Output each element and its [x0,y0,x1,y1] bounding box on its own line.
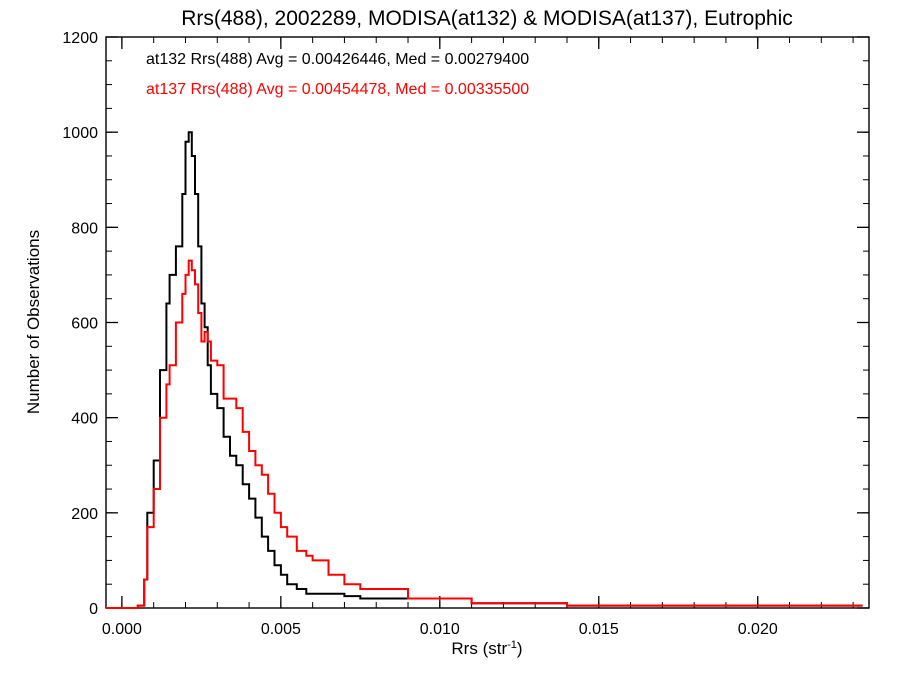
series-line-at137 [106,259,863,609]
legend-entry-at132: at132 Rrs(488) Avg = 0.00426446, Med = 0… [146,51,529,68]
x-tick-label: 0.005 [261,621,301,638]
x-tick-label: 0.015 [579,621,619,638]
y-tick-label: 600 [71,316,98,333]
x-axis-label-close: ) [517,639,523,658]
series-line-at132 [106,131,863,609]
x-tick-label: 0.000 [102,621,142,638]
plot-frame [105,36,870,609]
x-axis-label-base: Rrs (str [451,639,507,658]
x-axis-label: Rrs (str-1) [451,639,522,658]
y-tick-label: 800 [71,220,98,237]
y-tick-label: 0 [89,601,98,618]
legend-annotations: at132 Rrs(488) Avg = 0.00426446, Med = 0… [146,51,529,98]
x-axis-label-superscript: -1 [507,639,517,651]
y-tick-label: 200 [71,506,98,523]
series-layer [106,131,863,609]
y-tick-label: 1000 [62,125,98,142]
y-tick-label: 1200 [62,30,98,47]
x-tick-label: 0.010 [420,621,460,638]
chart-title: Rrs(488), 2002289, MODISA(at132) & MODIS… [181,7,793,30]
x-tick-label: 0.020 [738,621,778,638]
y-tick-label: 400 [71,411,98,428]
y-axis-label: Number of Observations [24,230,43,414]
axis-ticks: 0.000 0.005 0.010 0.015 0.020 0 200 400 600 800 10… [62,30,869,638]
legend-entry-at137: at137 Rrs(488) Avg = 0.00454478, Med = 0… [146,81,529,98]
